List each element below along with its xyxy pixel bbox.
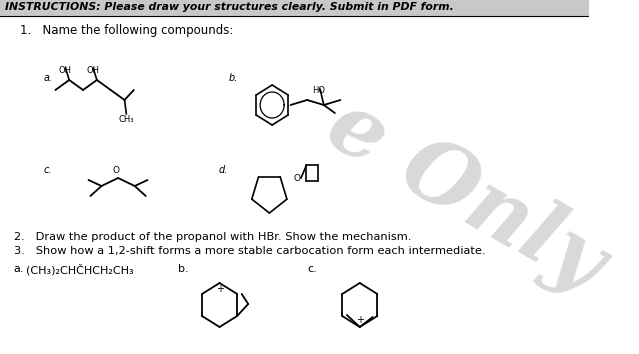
Text: b.: b.: [229, 73, 238, 83]
Text: 3.   Show how a 1,2-shift forms a more stable carbocation form each intermediate: 3. Show how a 1,2-shift forms a more sta…: [14, 246, 486, 256]
Text: a.: a.: [14, 264, 24, 274]
Text: b.: b.: [178, 264, 189, 274]
Text: c.: c.: [307, 264, 317, 274]
Text: c.: c.: [43, 165, 52, 175]
Text: a.: a.: [43, 73, 52, 83]
Text: CH₃: CH₃: [119, 115, 134, 124]
FancyBboxPatch shape: [0, 0, 589, 16]
Text: OH: OH: [87, 66, 100, 75]
Text: INSTRUCTIONS: Please draw your structures clearly. Submit in PDF form.: INSTRUCTIONS: Please draw your structure…: [4, 2, 453, 12]
Text: O: O: [112, 166, 119, 175]
Text: 2.   Draw the product of the propanol with HBr. Show the mechanism.: 2. Draw the product of the propanol with…: [14, 232, 412, 242]
Text: HO: HO: [312, 86, 325, 95]
Text: d.: d.: [219, 165, 228, 175]
Text: OH: OH: [59, 66, 72, 75]
Text: O: O: [294, 174, 301, 183]
Text: (CH₃)₂CHČHCH₂CH₃: (CH₃)₂CHČHCH₂CH₃: [26, 264, 134, 275]
Text: 1.   Name the following compounds:: 1. Name the following compounds:: [20, 24, 234, 37]
Text: +: +: [356, 315, 364, 325]
Text: e Only: e Only: [312, 82, 619, 308]
Text: +: +: [215, 284, 224, 294]
